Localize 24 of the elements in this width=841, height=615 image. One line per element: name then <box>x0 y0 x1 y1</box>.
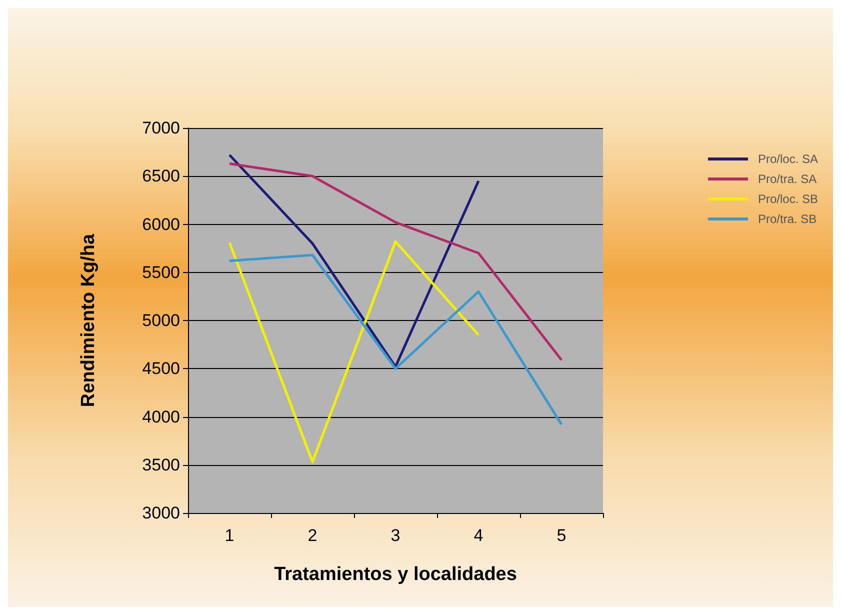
x-tick-label: 5 <box>556 526 566 545</box>
y-tick-label: 4500 <box>142 359 180 378</box>
line-series <box>228 154 480 368</box>
line-series <box>228 162 563 362</box>
legend-label: Pro/tra. SB <box>758 212 817 226</box>
y-axis-title: Rendimiento Kg/ha <box>78 234 99 408</box>
x-tick-label: 4 <box>474 526 484 545</box>
y-tick-label: 7000 <box>142 118 180 138</box>
y-tick-label: 3500 <box>142 455 180 474</box>
line-series <box>228 254 563 426</box>
x-tick-label: 2 <box>308 526 318 545</box>
x-axis-title: Tratamientos y localidades <box>274 564 517 585</box>
legend-label: Pro/loc. SB <box>758 192 818 206</box>
legend-label: Pro/tra. SA <box>758 172 817 186</box>
y-tick-label: 3000 <box>142 504 180 522</box>
x-tick-label: 1 <box>224 526 234 545</box>
y-tick-label: 4000 <box>142 407 180 426</box>
y-tick-label: 6500 <box>142 166 180 186</box>
x-tick-label: 3 <box>390 526 400 545</box>
y-tick-label: 6000 <box>142 214 180 234</box>
y-tick-label: 5000 <box>142 311 180 330</box>
y-tick-label: 5500 <box>142 262 180 282</box>
legend-label: Pro/loc. SA <box>758 152 818 166</box>
line-series <box>228 240 480 464</box>
